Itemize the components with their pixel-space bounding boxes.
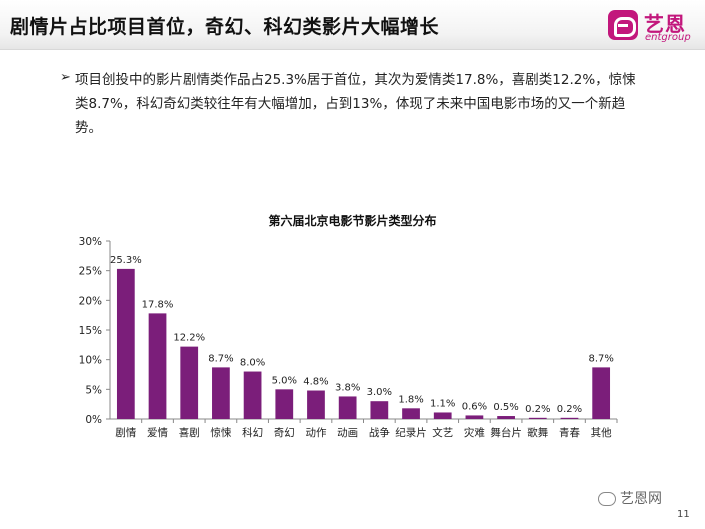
bar-value-label: 0.2%: [525, 404, 550, 415]
summary-text: 项目创投中的影片剧情类作品占25.3%居于首位，其次为爱情类17.8%，喜剧类1…: [75, 72, 636, 136]
x-tick-label: 舞台片: [490, 426, 522, 439]
bar-value-label: 0.5%: [493, 402, 518, 413]
bar-value-label: 5.0%: [272, 375, 297, 386]
y-tick-label: 20%: [79, 295, 102, 307]
bullet-arrow-icon: ➢: [60, 70, 71, 85]
bar: [180, 346, 199, 419]
bar: [528, 417, 547, 419]
x-tick-label: 纪录片: [395, 426, 427, 439]
x-tick-label: 奇幻: [274, 426, 295, 439]
x-tick-label: 动画: [337, 427, 358, 439]
wechat-icon: [598, 492, 616, 506]
bar: [402, 408, 420, 419]
y-tick-label: 10%: [79, 355, 102, 367]
bar-value-label: 8.0%: [240, 358, 265, 369]
x-tick-label: 文艺: [432, 426, 453, 439]
logo-text-cn: 艺恩: [644, 12, 686, 36]
bar-value-label: 25.3%: [110, 255, 142, 266]
bar: [116, 268, 135, 419]
x-tick-label: 战争: [369, 426, 390, 439]
bar: [465, 415, 484, 419]
y-tick-label: 5%: [85, 384, 102, 396]
bar: [212, 367, 230, 419]
logo-mark-icon: [608, 10, 638, 40]
x-tick-label: 其他: [591, 426, 612, 439]
logo-text-en: entgroup: [645, 32, 691, 43]
bar: [560, 417, 579, 419]
bar: [148, 313, 167, 419]
bar: [338, 396, 357, 419]
x-tick-label: 爱情: [147, 426, 168, 439]
bar: [307, 390, 325, 419]
entgroup-logo: 艺恩 entgroup: [608, 8, 700, 44]
bar-value-label: 0.2%: [557, 404, 582, 415]
x-tick-label: 青春: [559, 426, 580, 439]
x-tick-label: 喜剧: [179, 426, 200, 439]
y-tick-label: 25%: [79, 266, 102, 278]
bar: [275, 389, 294, 419]
title-bar: 剧情片占比项目首位，奇幻、科幻类影片大幅增长 艺恩 entgroup: [0, 0, 705, 50]
bar-value-label: 1.1%: [430, 398, 455, 409]
y-tick-label: 30%: [79, 236, 102, 248]
summary-bullet: ➢ 项目创投中的影片剧情类作品占25.3%居于首位，其次为爱情类17.8%，喜剧…: [60, 68, 640, 140]
bar: [243, 371, 262, 419]
bar-value-label: 1.8%: [398, 394, 423, 405]
chart-title: 第六届北京电影节影片类型分布: [268, 214, 437, 228]
x-tick-label: 科幻: [242, 426, 263, 439]
y-tick-label: 0%: [85, 414, 102, 426]
bar-value-label: 12.2%: [173, 333, 205, 344]
bar-value-label: 8.7%: [588, 353, 613, 364]
x-tick-label: 剧情: [115, 426, 136, 439]
bar-value-label: 0.6%: [462, 401, 487, 412]
bar-value-label: 17.8%: [142, 299, 174, 310]
watermark-text: 艺恩网: [620, 491, 662, 507]
page-title: 剧情片占比项目首位，奇幻、科幻类影片大幅增长: [10, 16, 440, 38]
bar-value-label: 3.8%: [335, 382, 360, 393]
bar: [497, 416, 515, 419]
page-number: 11: [677, 509, 690, 520]
x-tick-label: 灾难: [464, 426, 485, 439]
bar-value-label: 4.8%: [303, 377, 328, 388]
x-tick-label: 动作: [305, 427, 326, 439]
y-tick-label: 15%: [79, 325, 102, 337]
bar-value-label: 8.7%: [208, 353, 233, 364]
x-tick-label: 歌舞: [527, 426, 548, 439]
bar: [433, 412, 452, 419]
bar: [592, 367, 611, 419]
x-tick-label: 惊悚: [210, 426, 231, 439]
watermark: 艺恩网: [598, 488, 662, 508]
bar: [370, 401, 389, 419]
bar-value-label: 3.0%: [367, 387, 392, 398]
